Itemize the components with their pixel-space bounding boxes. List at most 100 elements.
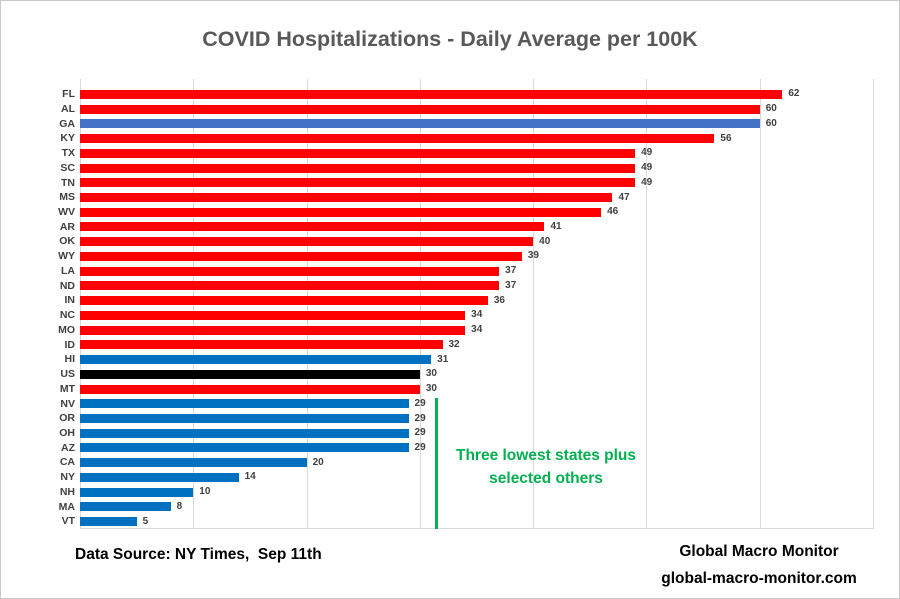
value-label-AL: 60 — [765, 103, 777, 115]
gridline-60 — [759, 79, 761, 529]
bar-row-AR: AR 41 — [60, 220, 873, 235]
state-label-AL: AL — [61, 102, 75, 115]
state-label-TX: TX — [61, 147, 75, 160]
bar-NY — [80, 472, 239, 482]
bar-KY — [80, 134, 715, 144]
state-label-OH: OH — [59, 427, 75, 439]
bar-row-HI: HI 31 — [65, 352, 873, 367]
bar-OK — [80, 237, 534, 247]
state-label-ID: ID — [64, 338, 76, 351]
bar-IN — [80, 296, 488, 306]
bar-row-TX: TX 49 — [62, 146, 873, 161]
value-label-LA: 37 — [505, 265, 517, 277]
state-label-MA: MA — [58, 500, 75, 513]
bar-row-LA: LA 37 — [61, 264, 873, 279]
state-label-CA: CA — [59, 456, 75, 469]
value-label-HI: 31 — [437, 353, 449, 365]
bar-row-TN: TN 49 — [61, 175, 873, 190]
value-label-OK: 40 — [539, 235, 551, 247]
state-label-NC: NC — [59, 309, 75, 322]
bar-WV — [80, 207, 602, 217]
state-label-IN: IN — [64, 294, 76, 307]
bar-AZ — [80, 443, 409, 453]
bar-NC — [80, 310, 466, 320]
plot-area: FL 62 AL 60 GA 60 KY 56 TX 49 SC 49 TN 49 MS 47 WV 46 AR 41… — [58, 79, 874, 529]
gridline-70 — [873, 79, 874, 529]
bar-row-WY: WY 39 — [58, 249, 873, 264]
annotation-text-line1: Three lowest states plus — [455, 447, 637, 464]
bar-row-GA: GA 60 — [59, 116, 873, 131]
bar-row-AZ: AZ 29 — [61, 441, 873, 456]
state-label-HI: HI — [64, 353, 76, 366]
bar-OR — [80, 414, 409, 424]
state-label-OR: OR — [59, 412, 75, 425]
state-label-LA: LA — [61, 264, 75, 277]
bar-LA — [80, 266, 500, 276]
value-label-NV: 29 — [414, 397, 426, 409]
bar-row-ID: ID 32 — [65, 337, 873, 352]
bar-row-FL: FL 62 — [62, 87, 873, 102]
gridline-50 — [646, 79, 648, 529]
value-label-MS: 47 — [618, 191, 630, 203]
bar-TX — [80, 148, 636, 158]
bar-row-SC: SC 49 — [60, 161, 873, 176]
state-label-MO: MO — [58, 323, 75, 336]
value-label-NC: 34 — [471, 309, 483, 321]
value-label-AZ: 29 — [414, 441, 426, 453]
annotation-marker-line — [434, 398, 438, 529]
value-label-GA: 60 — [765, 117, 777, 129]
bar-US — [80, 369, 420, 379]
state-label-WV: WV — [58, 205, 75, 218]
gridline-40 — [533, 79, 535, 529]
value-label-US: 30 — [425, 368, 437, 380]
bar-row-NY: NY 14 — [60, 470, 873, 485]
state-label-AR: AR — [59, 220, 75, 233]
bar-ID — [80, 340, 443, 350]
state-label-NV: NV — [60, 397, 75, 410]
bar-row-VT: VT 5 — [62, 514, 873, 529]
bar-row-OH: OH 29 — [59, 426, 873, 441]
value-label-IN: 36 — [493, 294, 505, 306]
bar-row-IN: IN 36 — [65, 293, 873, 308]
bar-FL — [80, 89, 783, 99]
state-label-NY: NY — [60, 471, 75, 484]
data-source-note: Data Source: NY Times, Sep 11th — [75, 546, 322, 563]
bar-HI — [80, 355, 432, 365]
value-label-NH: 10 — [199, 486, 211, 498]
value-label-WV: 46 — [607, 206, 619, 218]
bar-MT — [80, 384, 420, 394]
state-label-TN: TN — [61, 176, 75, 189]
bar-GA — [80, 119, 760, 129]
bar-NH — [80, 487, 194, 497]
state-label-SC: SC — [60, 161, 75, 174]
bar-row-NC: NC 34 — [60, 308, 873, 323]
state-label-KY: KY — [60, 132, 75, 145]
brand-name: Global Macro Monitor — [679, 543, 839, 560]
annotation-text: Three lowest states plus selected others — [443, 444, 649, 490]
state-label-VT: VT — [61, 515, 75, 528]
value-label-TN: 49 — [641, 176, 653, 188]
value-label-ID: 32 — [448, 338, 460, 350]
value-label-WY: 39 — [527, 250, 539, 262]
value-label-AR: 41 — [550, 220, 562, 232]
value-label-TX: 49 — [641, 147, 653, 159]
bar-row-MT: MT 30 — [60, 382, 873, 397]
value-label-FL: 62 — [788, 88, 800, 100]
bar-rows: FL 62 AL 60 GA 60 KY 56 TX 49 SC 49 TN 49 MS 47 WV 46 AR 41… — [58, 87, 873, 529]
bar-row-ND: ND 37 — [60, 279, 873, 294]
bar-SC — [80, 163, 636, 173]
value-label-MO: 34 — [471, 324, 483, 336]
bar-row-AL: AL 60 — [61, 102, 873, 117]
value-label-OR: 29 — [414, 412, 426, 424]
state-label-GA: GA — [59, 117, 75, 130]
bar-NV — [80, 399, 409, 409]
bar-AL — [80, 104, 760, 114]
brand-block: Global Macro Monitor global-macro-monito… — [639, 538, 879, 592]
chart-title: COVID Hospitalizations - Daily Average p… — [202, 27, 698, 51]
brand-url: global-macro-monitor.com — [661, 570, 857, 587]
bar-row-MO: MO 34 — [58, 323, 873, 338]
value-label-NY: 14 — [244, 471, 256, 483]
bar-row-MA: MA 8 — [59, 500, 873, 515]
value-label-VT: 5 — [142, 515, 149, 527]
bar-row-CA: CA 20 — [60, 455, 873, 470]
